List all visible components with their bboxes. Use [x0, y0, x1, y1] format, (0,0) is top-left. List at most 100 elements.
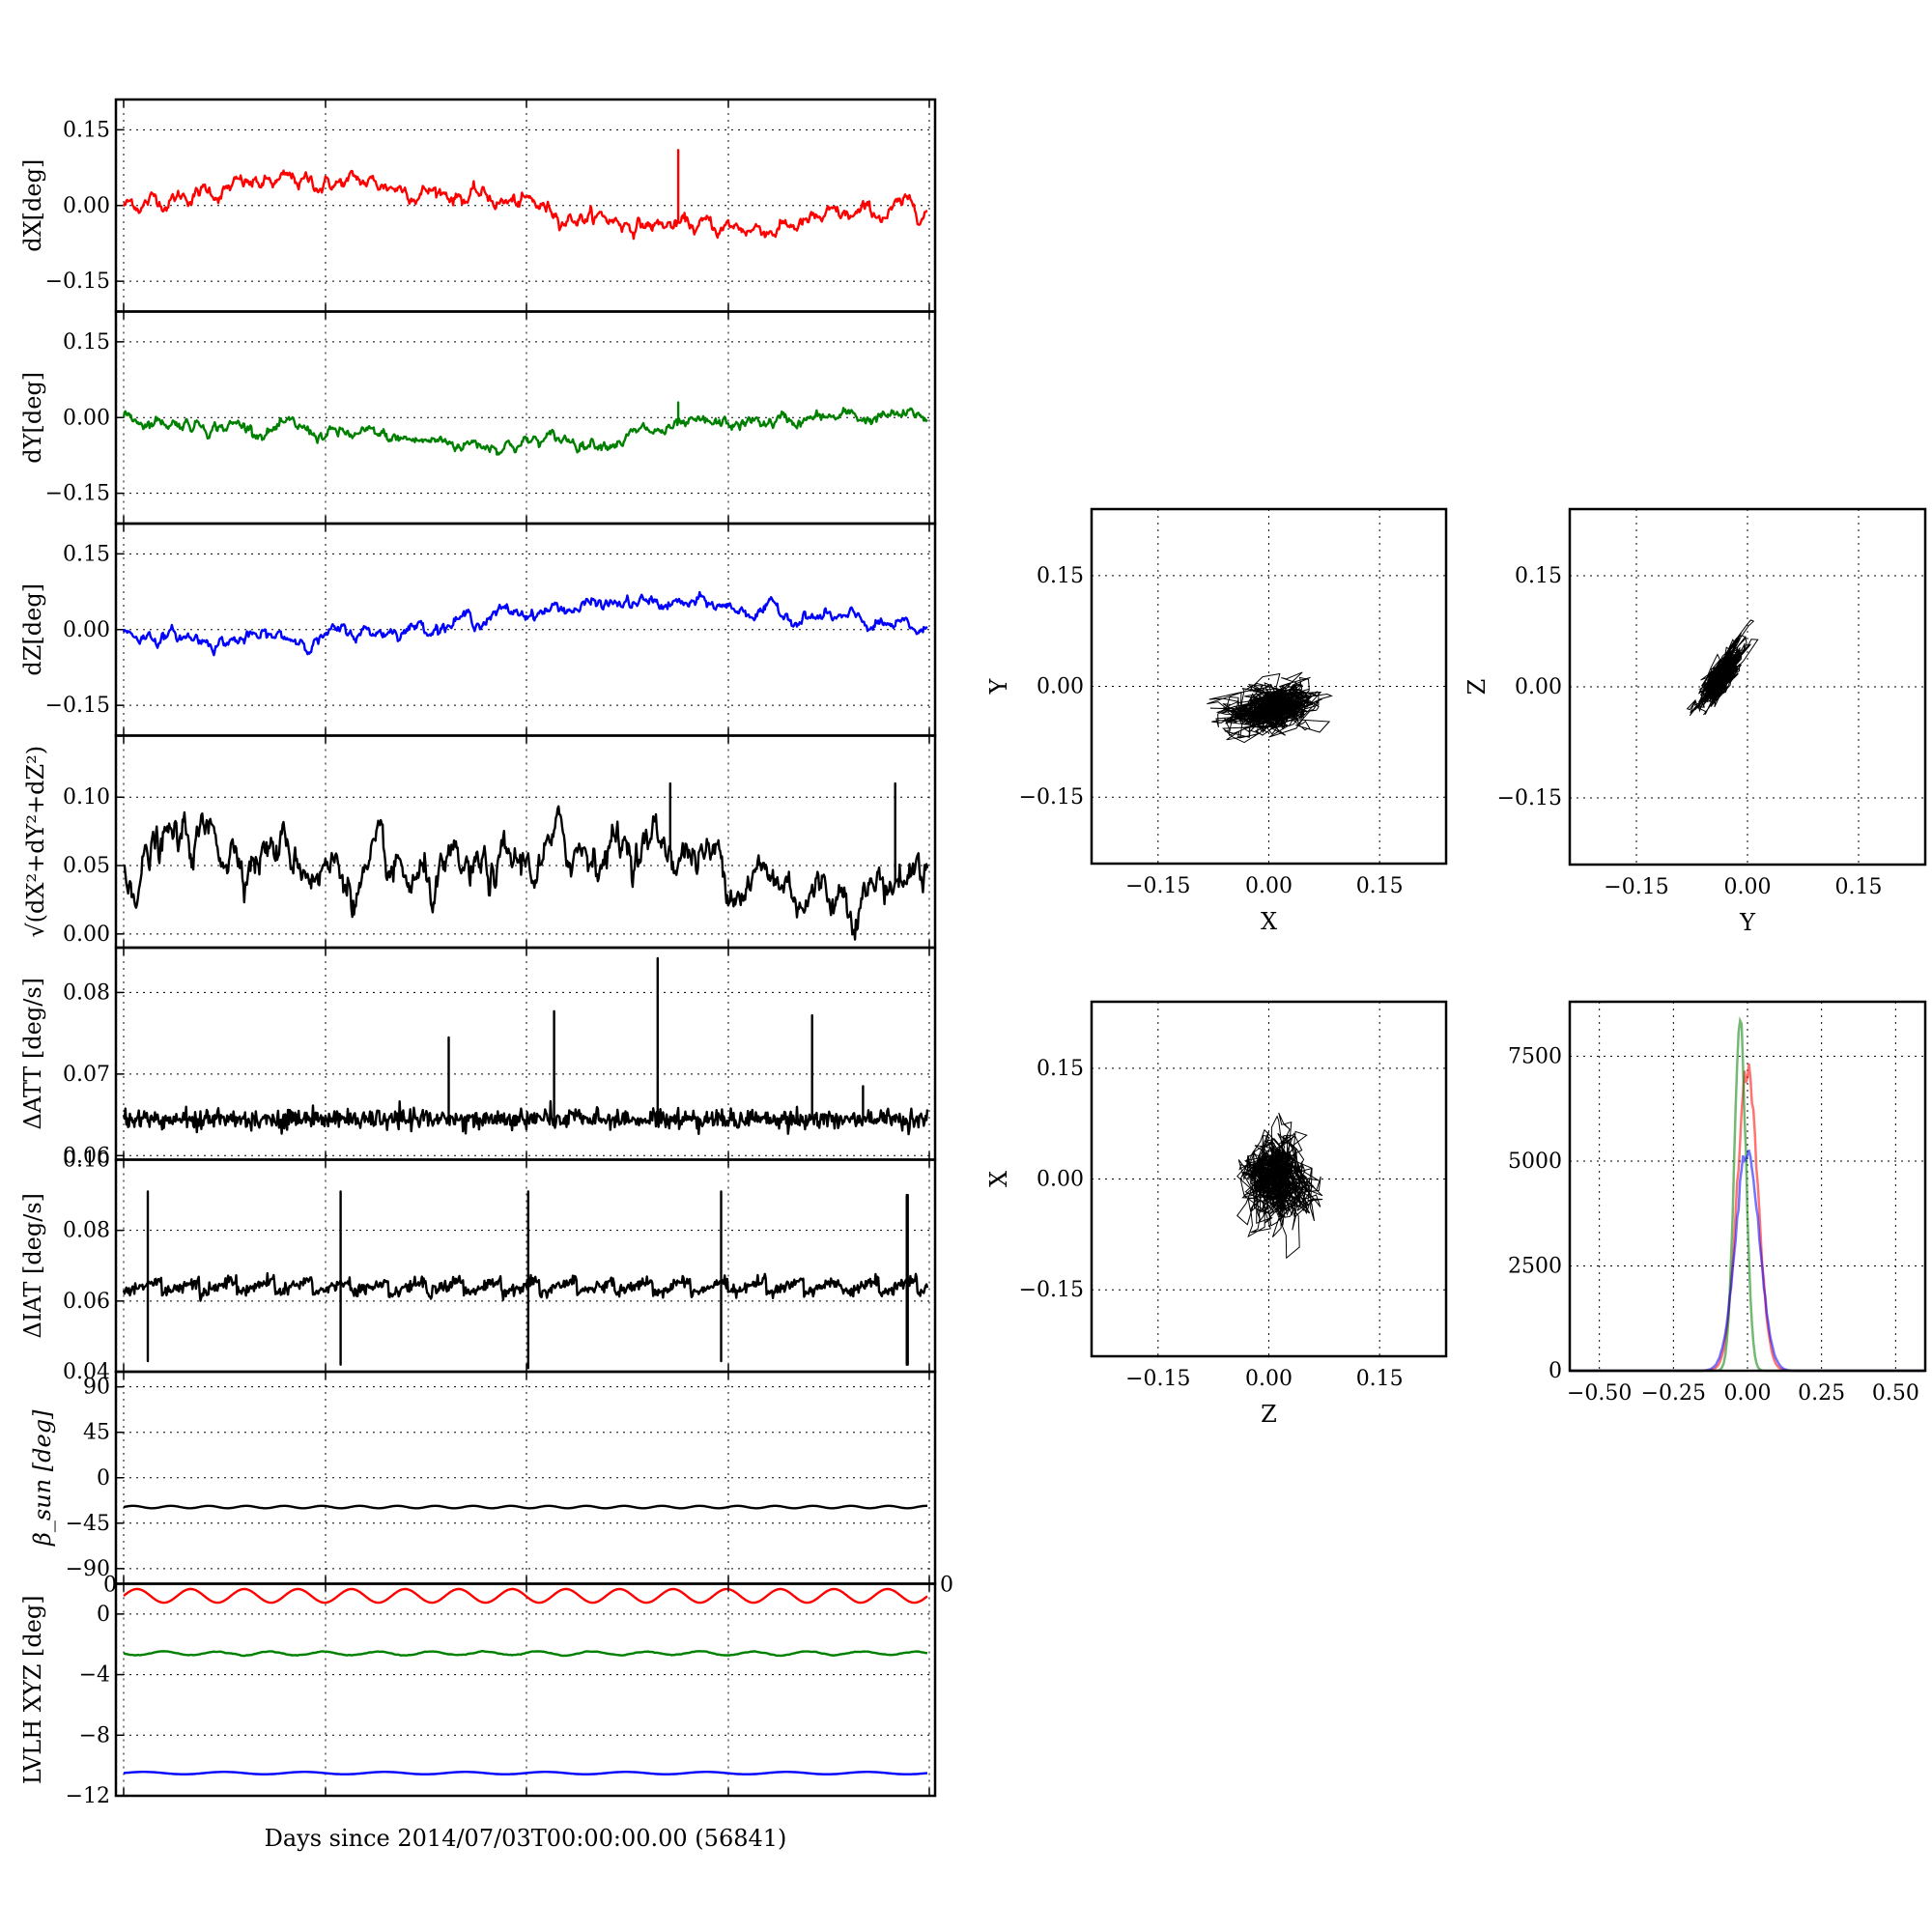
y-tick-label: 0.06 — [63, 1144, 110, 1168]
y-tick-label: 0.08 — [63, 1219, 110, 1243]
y-axis-label: ΔATT [deg/s] — [19, 978, 46, 1130]
x-tick-label: −0.15 — [1125, 874, 1190, 898]
y-axis-label: LVLH XYZ [deg] — [19, 1595, 46, 1784]
x-tick-label: 0.25 — [1798, 1381, 1845, 1406]
x-axis-label: Days since 2014/07/03T00:00:00.00 (56841… — [265, 1825, 787, 1852]
y-tick-label: 0 — [1548, 1359, 1562, 1383]
x-tick-label: −0.15 — [1125, 1367, 1190, 1391]
y-tick-label: −12 — [66, 1784, 110, 1808]
y-tick-label: 0.05 — [63, 854, 110, 878]
series-line-dx-0 — [122, 149, 928, 241]
series-line-datt-0 — [122, 956, 929, 1136]
scatter-trace-zx — [1236, 1112, 1323, 1260]
correlation-panels: −0.15 −0.15 0.00 0.00 0.15 0.15 X Y −0.15 −0.15 0.… — [985, 507, 1927, 1428]
y-tick-label: −45 — [66, 1512, 110, 1536]
scatter-panel-yz: −0.15 −0.15 0.00 0.00 0.15 0.15 Y Z — [1463, 507, 1927, 936]
y-tick-label: 0 — [97, 1466, 110, 1491]
plot-frame — [1090, 1000, 1448, 1358]
y-tick-label: 0.00 — [1037, 1168, 1084, 1192]
panel-beta: 90 45 0 −45 −90 β_sun [deg] — [29, 1370, 937, 1585]
y-tick-label: 2500 — [1508, 1254, 1562, 1278]
y-tick-label: 0.15 — [63, 330, 110, 355]
y-tick-label: −0.15 — [1019, 785, 1084, 810]
x-tick-label: 0.15 — [1356, 874, 1404, 898]
y-tick-label: 0.15 — [1037, 564, 1084, 588]
y-axis-label: dZ[deg] — [19, 583, 46, 676]
y-axis-label: Y — [985, 677, 1012, 695]
series-line-beta-0 — [123, 1504, 928, 1510]
y-axis-label: dY[deg] — [19, 372, 46, 464]
y-tick-label: −4 — [79, 1663, 110, 1688]
x-axis-label: Y — [1739, 909, 1756, 936]
x-tick-label: 0.00 — [1724, 1381, 1772, 1406]
panel-dtot: 0.10 0.05 0.00 √(dX²+dY²+dZ²) — [22, 734, 937, 950]
x-tick-label: −0.15 — [1604, 875, 1668, 899]
x-tick-label: 0.00 — [1245, 874, 1293, 898]
y-tick-label: 90 — [83, 1376, 110, 1400]
series-line-dtot-0 — [123, 781, 929, 941]
y-axis-label: X — [985, 1171, 1012, 1187]
y-tick-label: 0.00 — [63, 923, 110, 947]
panel-datt: 0.08 0.07 0.06 ΔATT [deg/s] — [19, 946, 937, 1168]
panel-dz: 0.15 0.00 −0.15 dZ[deg] — [19, 522, 937, 737]
y-tick-label: 0 — [97, 1603, 110, 1627]
stray-tick-label: 0 — [103, 1574, 117, 1598]
y-tick-label: 0.00 — [1037, 675, 1084, 699]
y-axis-label: Z — [1463, 679, 1491, 696]
scatter-panel-zx: −0.15 −0.15 0.00 0.00 0.15 0.15 Z X — [985, 1000, 1448, 1428]
scatter-trace-yz — [1686, 619, 1759, 717]
x-tick-label: 0.00 — [1245, 1367, 1293, 1391]
plot-frame — [1090, 507, 1448, 866]
y-tick-label: 0.00 — [63, 618, 110, 642]
histogram-panel: −0.50 −0.25 0.00 0.25 0.50 7500 5000 2500 0 — [1508, 1000, 1927, 1406]
plot-frame — [114, 1158, 937, 1374]
x-tick-label: 0.00 — [1724, 875, 1772, 899]
x-tick-label: −0.25 — [1641, 1381, 1706, 1406]
series-line-dz-0 — [122, 590, 928, 657]
panel-dy: 0.15 0.00 −0.15 dY[deg] — [19, 310, 937, 526]
y-axis-label: β_sun [deg] — [29, 1409, 56, 1547]
y-tick-label: 0.07 — [63, 1063, 110, 1087]
panel-dx: 0.15 0.00 −0.15 dX[deg] — [19, 98, 937, 313]
scatter-trace-xy — [1207, 671, 1333, 744]
plot-frame — [1568, 1000, 1927, 1373]
y-tick-label: −0.15 — [45, 482, 110, 506]
y-tick-label: 0.10 — [63, 785, 110, 810]
series-line-diat-0 — [122, 1190, 929, 1370]
y-tick-label: 0.15 — [1037, 1057, 1084, 1081]
scatter-panel-xy: −0.15 −0.15 0.00 0.00 0.15 0.15 X Y — [985, 507, 1448, 935]
time-series-panels: 0.15 0.00 −0.15 dX[deg] 0.15 0.00 −0.15 dY[deg]… — [19, 98, 953, 1808]
y-axis-label: dX[deg] — [19, 159, 46, 252]
y-tick-label: −8 — [79, 1723, 110, 1747]
y-axis-label: ΔIAT [deg/s] — [19, 1193, 46, 1339]
x-tick-label: 0.50 — [1872, 1381, 1919, 1406]
series-line-lvlh-1 — [123, 1650, 928, 1658]
series-line-lvlh-2 — [123, 1771, 928, 1776]
y-tick-label: 0.15 — [1515, 564, 1562, 588]
y-tick-label: 45 — [83, 1421, 110, 1445]
x-axis-label: X — [1261, 908, 1277, 935]
y-tick-label: 5000 — [1508, 1150, 1562, 1174]
plot-frame — [114, 1582, 937, 1798]
y-axis-label: √(dX²+dY²+dZ²) — [22, 746, 49, 938]
panel-diat: 0.10 0.08 0.06 0.04 ΔIAT [deg/s] — [19, 1149, 937, 1384]
y-tick-label: 0.00 — [63, 194, 110, 218]
y-tick-label: 0.00 — [1515, 675, 1562, 699]
y-tick-label: 0.06 — [63, 1290, 110, 1314]
series-line-lvlh-0 — [123, 1587, 928, 1605]
x-tick-label: −0.50 — [1567, 1381, 1632, 1406]
y-tick-label: −90 — [66, 1557, 110, 1581]
y-tick-label: −0.15 — [45, 270, 110, 294]
y-tick-label: 0.10 — [63, 1149, 110, 1173]
y-tick-label: 0.00 — [63, 406, 110, 430]
plot-frame — [1568, 507, 1927, 867]
y-tick-label: 7500 — [1508, 1044, 1562, 1068]
y-tick-label: 0.15 — [63, 542, 110, 566]
y-tick-label: 0.08 — [63, 980, 110, 1005]
series-line-dy-0 — [122, 401, 928, 456]
x-axis-label: Z — [1261, 1401, 1277, 1428]
panel-lvlh: 0 −4 −8 −12 LVLH XYZ [deg] — [19, 1582, 937, 1808]
y-tick-label: −0.15 — [1497, 786, 1562, 810]
y-tick-label: 0.15 — [63, 118, 110, 142]
